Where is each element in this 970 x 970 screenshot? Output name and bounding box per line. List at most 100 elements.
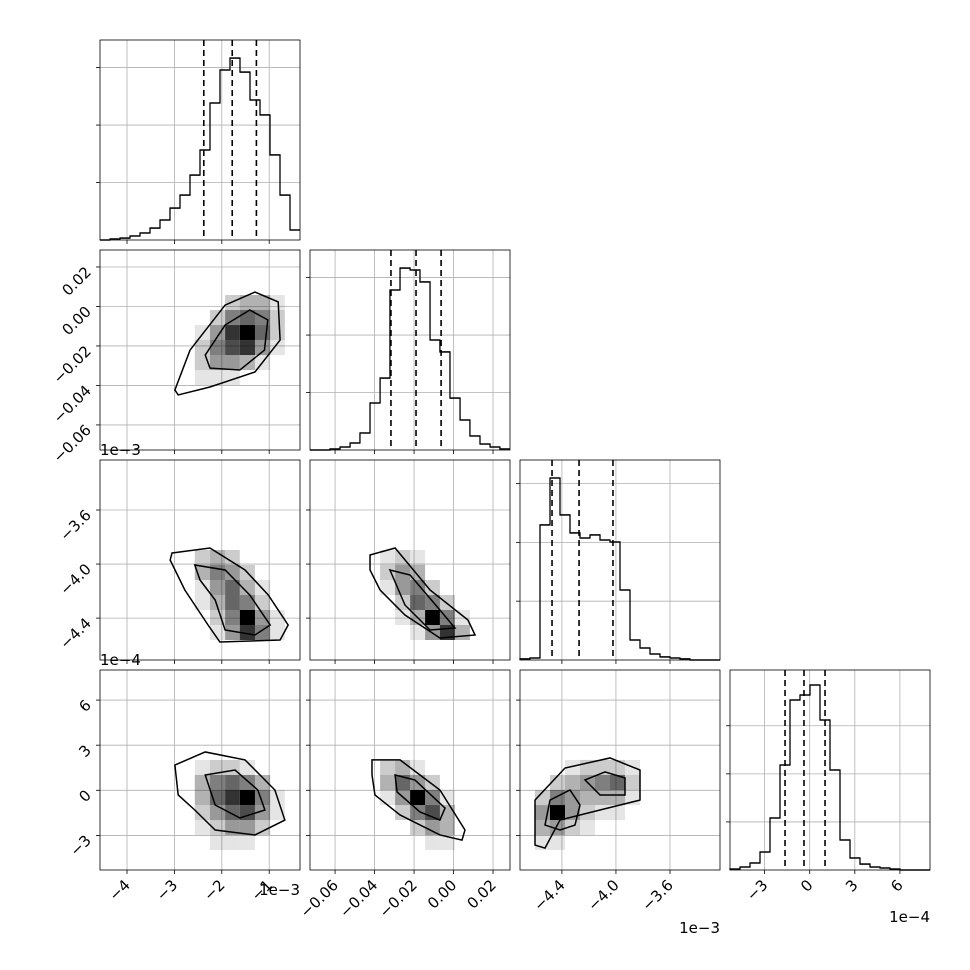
density-cell — [610, 820, 625, 835]
y-tick-label: −0.02 — [50, 342, 95, 387]
density-cell — [225, 340, 240, 356]
density-cell — [194, 820, 210, 835]
histogram-outline — [100, 57, 300, 241]
density-cell — [535, 775, 550, 790]
density-cell — [270, 550, 285, 565]
density-cell — [380, 610, 395, 625]
density-cell — [254, 325, 271, 341]
histogram-outline — [519, 477, 720, 661]
density-cell — [380, 759, 396, 775]
density-cell — [610, 835, 625, 850]
density-cell — [410, 565, 426, 580]
density-cell — [380, 565, 396, 580]
density-cell — [195, 295, 210, 310]
density-cell — [595, 774, 610, 790]
density-cell — [455, 595, 470, 610]
density-cell — [194, 805, 210, 821]
density-cell — [410, 790, 426, 806]
x-tick-label: −3 — [153, 876, 181, 904]
density-cell — [239, 340, 255, 356]
density-cell — [410, 580, 426, 595]
density-cell — [225, 625, 240, 640]
contour — [388, 568, 457, 631]
x-tick-label: −0.06 — [297, 876, 342, 921]
density-cell — [254, 820, 271, 835]
y-tick-label: −4.4 — [56, 614, 94, 652]
density-cell — [440, 565, 455, 580]
panel-frame — [309, 669, 511, 871]
density-cell — [225, 550, 240, 565]
density-cell — [425, 774, 440, 790]
y-tick-label: 0.00 — [58, 303, 94, 339]
density-cell — [565, 759, 580, 775]
density-cell — [425, 580, 440, 595]
density-cell — [209, 805, 226, 821]
density-cell — [239, 759, 255, 775]
histogram-outline — [310, 267, 510, 451]
contour — [371, 759, 466, 841]
x-tick-label: 0 — [797, 876, 816, 895]
density-cell — [550, 834, 565, 850]
density-cell — [239, 580, 255, 595]
density-cell — [270, 820, 285, 835]
y-tick-label: 6 — [75, 696, 94, 715]
density-cell — [239, 595, 255, 610]
contour — [193, 564, 272, 636]
y-tick-label: −4.0 — [56, 560, 94, 598]
contour — [204, 309, 269, 371]
density-cell — [270, 355, 285, 370]
density-cell — [239, 625, 255, 640]
density-cell — [254, 610, 271, 625]
density-cell — [425, 565, 440, 580]
density-cell — [410, 625, 426, 640]
density-cell — [380, 835, 395, 850]
density-cell — [440, 775, 455, 790]
panel-background — [100, 670, 300, 870]
x-offset-label: 1e−3 — [679, 919, 720, 937]
density-cell — [535, 820, 550, 835]
density-cell — [225, 774, 240, 790]
panel-frame — [519, 459, 721, 661]
density-cell — [439, 805, 455, 821]
x-tick-label: 3 — [842, 876, 861, 895]
density-cell — [550, 774, 565, 790]
density-cell — [225, 355, 240, 371]
density-cell — [440, 580, 455, 595]
density-cell — [380, 790, 396, 806]
density-cell — [625, 805, 640, 820]
contour — [174, 751, 286, 836]
density-cell — [225, 565, 240, 580]
density-cell — [440, 760, 455, 775]
contour — [394, 773, 446, 822]
density-cell — [425, 610, 440, 625]
density-cell — [255, 370, 270, 385]
density-cell — [439, 820, 455, 835]
density-cell — [565, 790, 580, 806]
density-cell — [395, 625, 410, 640]
density-cell — [550, 790, 565, 806]
density-cell — [194, 759, 210, 775]
x-tick-label: −0.02 — [376, 876, 421, 921]
density-cell — [225, 834, 240, 850]
density-cell — [209, 355, 226, 371]
density-cell — [254, 340, 271, 356]
density-cell — [195, 625, 210, 640]
density-cell — [270, 835, 285, 850]
density-cell — [625, 820, 640, 835]
density-cell — [209, 625, 226, 640]
density-cell — [425, 760, 440, 775]
density-cell — [455, 760, 470, 775]
panel-frame — [519, 669, 721, 871]
density-cell — [239, 610, 255, 625]
density-cell — [254, 774, 271, 790]
density-cell — [195, 310, 210, 325]
density-cell — [209, 759, 226, 775]
density-cell — [610, 805, 625, 821]
density-cell — [380, 774, 396, 790]
y-offset-label: 1e−3 — [100, 441, 141, 459]
density-cell — [410, 550, 426, 565]
density-cell — [625, 835, 640, 850]
density-cell — [565, 835, 580, 850]
density-cell — [194, 580, 210, 595]
